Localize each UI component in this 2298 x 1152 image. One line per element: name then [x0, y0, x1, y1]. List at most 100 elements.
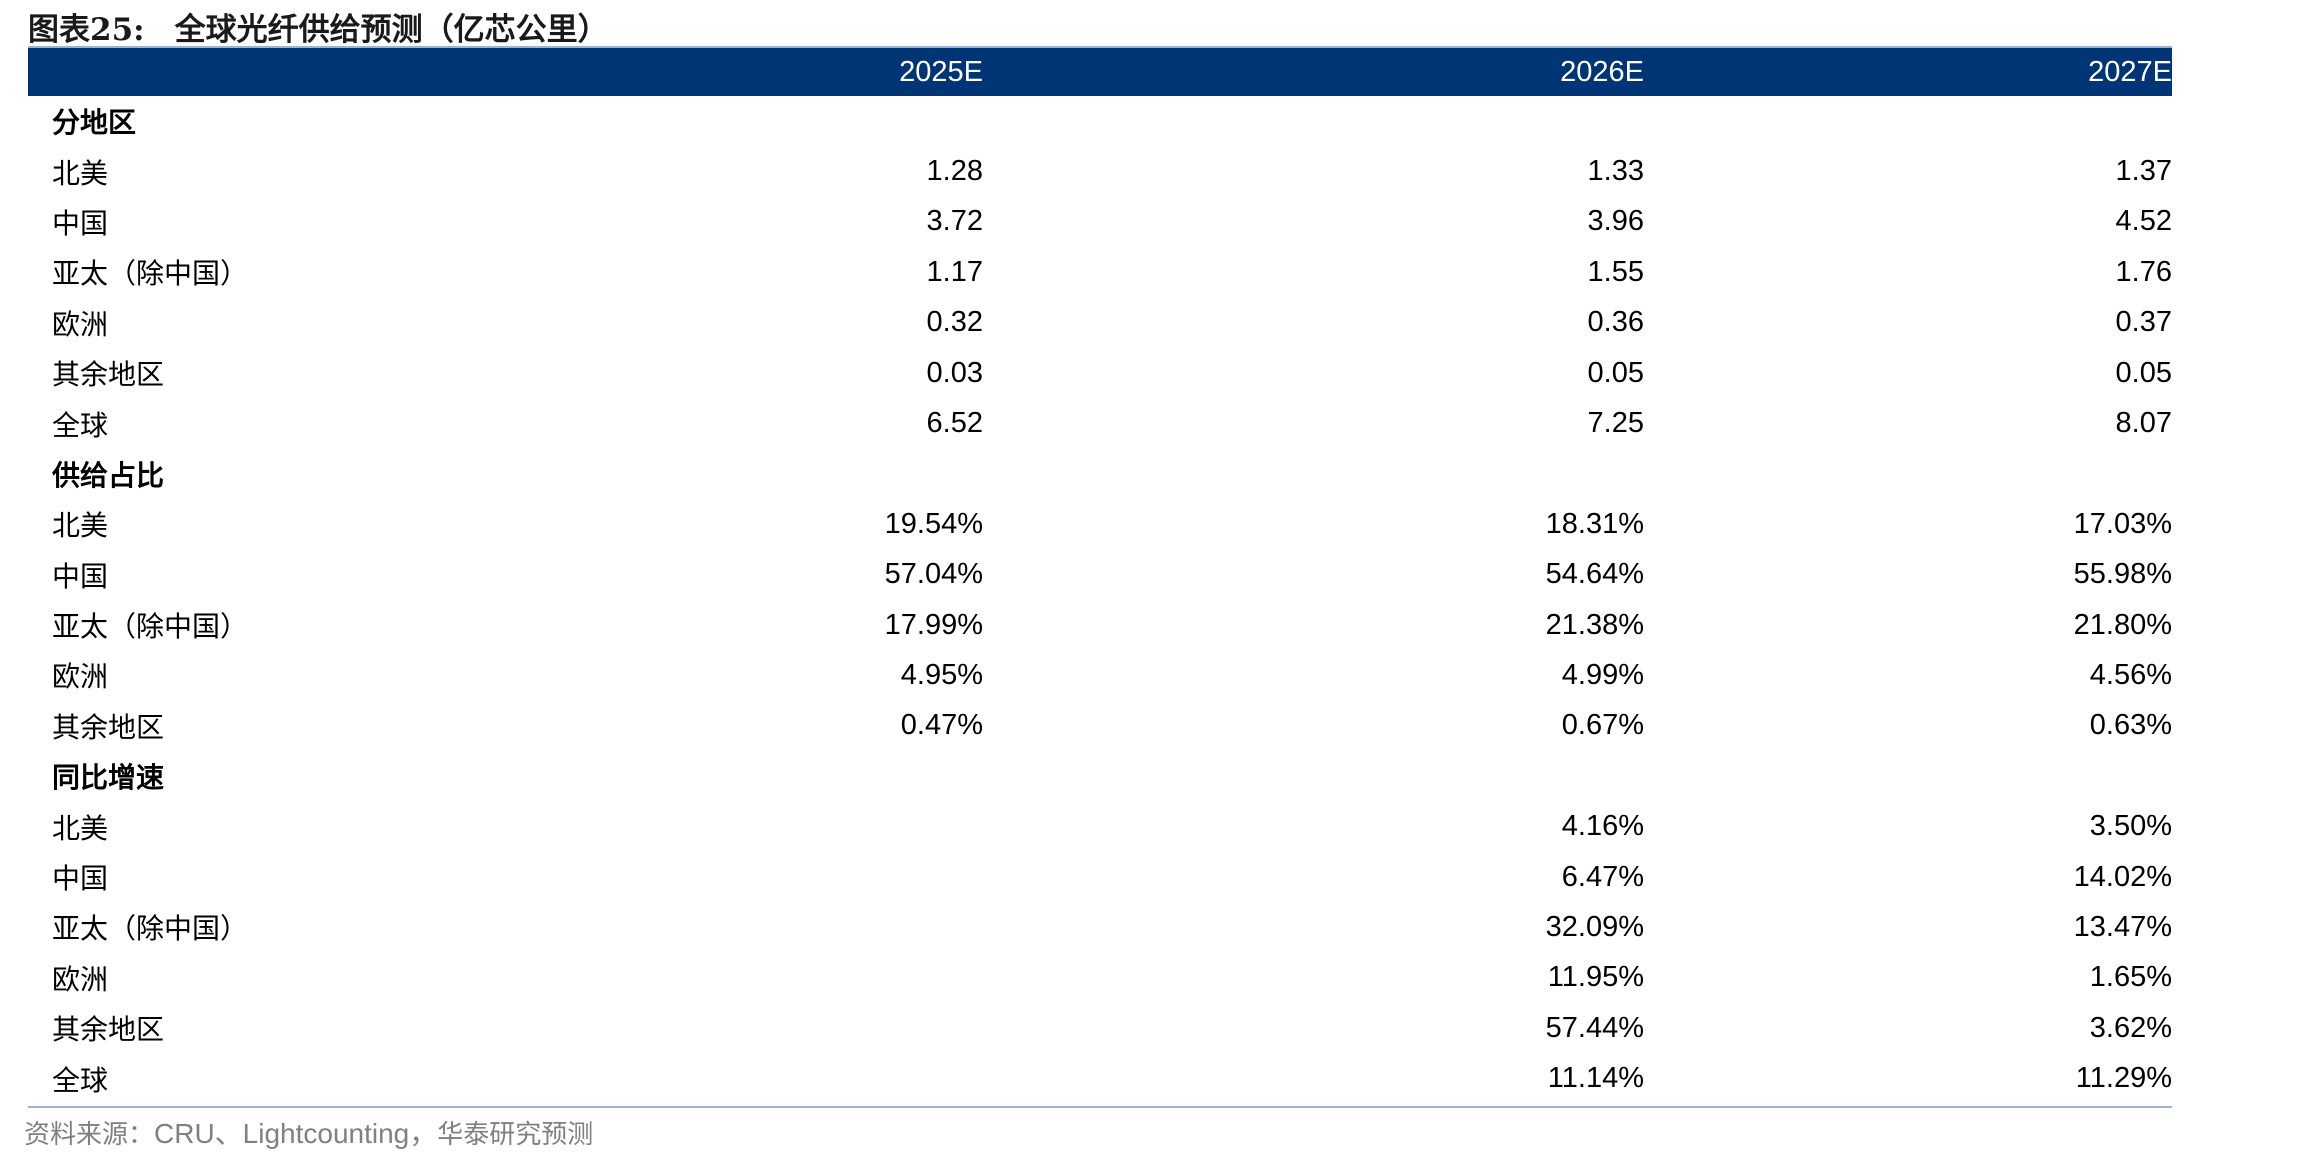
table-row: 其余地区 0.47% 0.67% 0.63% [28, 701, 2172, 751]
value-cell-2025e: 1.17 [926, 255, 983, 288]
value-cell-2027e: 17.03% [2073, 507, 2172, 540]
table-row: 中国 6.47% 14.02% [28, 852, 2172, 902]
value-cell-2027e: 11.29% [2075, 1062, 2172, 1095]
value-cell-2025e: 0.03 [926, 356, 983, 389]
table-row: 中国 57.04% 54.64% 55.98% [28, 550, 2172, 600]
row-label: 其余地区 [52, 1013, 165, 1047]
value-cell-2027e: 4.52 [2115, 205, 2172, 238]
value-cell-2027e: 1.76 [2115, 255, 2172, 288]
section-row: 同比增速 [28, 751, 2172, 801]
header-cell-2027e: 2027E [2088, 55, 2172, 88]
value-cell-2026e: 3.96 [1587, 205, 1644, 238]
value-cell-2025e: 3.72 [926, 205, 983, 238]
table-row: 中国 3.72 3.96 4.52 [28, 197, 2172, 247]
table-row: 欧洲 11.95% 1.65% [28, 953, 2172, 1003]
value-cell-2026e: 4.99% [1561, 658, 1644, 691]
row-label: 北美 [52, 156, 109, 190]
table-header-row: 2025E 2026E 2027E [28, 48, 2172, 96]
value-cell-2027e: 13.47% [2073, 910, 2172, 943]
value-cell-2027e: 55.98% [2073, 558, 2172, 591]
row-label: 其余地区 [52, 710, 165, 744]
value-cell-2027e: 8.07 [2115, 407, 2172, 440]
table-row: 亚太（除中国） 32.09% 13.47% [28, 902, 2172, 952]
row-label: 北美 [52, 509, 109, 543]
value-cell-2027e: 1.37 [2115, 155, 2172, 188]
value-cell-2026e: 57.44% [1545, 1011, 1644, 1044]
row-label: 中国 [52, 559, 109, 593]
row-label: 亚太（除中国） [52, 610, 249, 644]
header-cell-2025e: 2025E [899, 55, 983, 88]
header-cell-2026e: 2026E [1560, 55, 1644, 88]
value-cell-2026e: 1.55 [1587, 255, 1644, 288]
table-row: 全球 6.52 7.25 8.07 [28, 398, 2172, 448]
table-row: 全球 11.14% 11.29% [28, 1053, 2172, 1103]
source-note: 资料来源：CRU、Lightcounting，华泰研究预测 [24, 1112, 593, 1152]
value-cell-2026e: 0.67% [1561, 709, 1644, 742]
source-providers: CRU、Lightcounting， [154, 1118, 438, 1149]
value-cell-2026e: 11.95% [1547, 961, 1644, 994]
section-row: 分地区 [28, 96, 2172, 146]
value-cell-2025e: 19.54% [884, 507, 983, 540]
table-row: 北美 19.54% 18.31% 17.03% [28, 499, 2172, 549]
section-label: 同比增速 [52, 761, 165, 795]
row-label: 亚太（除中国） [52, 257, 249, 291]
table-row: 北美 4.16% 3.50% [28, 801, 2172, 851]
row-label: 亚太（除中国） [52, 912, 249, 946]
value-cell-2027e: 4.56% [2089, 658, 2172, 691]
table-body: 分地区北美 1.28 1.33 1.37 中国 3.72 3.96 4.52 亚太（除中国） 1.… [28, 96, 2172, 1104]
supply-forecast-table: 2025E 2026E 2027E 分地区北美 1.28 1.33 1.37 中国 3.7… [28, 46, 2172, 1108]
row-label: 全球 [52, 408, 109, 442]
source-prefix: 资料来源： [24, 1120, 155, 1150]
row-label: 中国 [52, 206, 109, 240]
value-cell-2026e: 7.25 [1587, 407, 1644, 440]
row-label: 全球 [52, 1063, 109, 1097]
section-label: 分地区 [52, 106, 137, 140]
value-cell-2026e: 6.47% [1561, 860, 1644, 893]
value-cell-2026e: 11.14% [1547, 1062, 1644, 1095]
row-label: 中国 [52, 862, 109, 896]
value-cell-2026e: 18.31% [1545, 507, 1644, 540]
value-cell-2026e: 54.64% [1545, 558, 1644, 591]
table-row: 欧洲 4.95% 4.99% 4.56% [28, 650, 2172, 700]
value-cell-2025e: 4.95% [900, 658, 983, 691]
value-cell-2026e: 21.38% [1545, 608, 1644, 641]
figure-label: 图表25: [28, 12, 145, 48]
value-cell-2027e: 14.02% [2073, 860, 2172, 893]
value-cell-2025e: 0.47% [900, 709, 983, 742]
value-cell-2025e: 6.52 [926, 407, 983, 440]
table-row: 亚太（除中国） 1.17 1.55 1.76 [28, 247, 2172, 297]
value-cell-2027e: 1.65% [2089, 961, 2172, 994]
figure-title: 图表25: 全球光纤供给预测（亿芯公里） [28, 4, 609, 49]
value-cell-2026e: 4.16% [1561, 810, 1644, 843]
section-row: 供给占比 [28, 449, 2172, 499]
value-cell-2025e: 1.28 [926, 155, 983, 188]
value-cell-2026e: 0.05 [1587, 356, 1644, 389]
value-cell-2025e: 0.32 [926, 306, 983, 339]
value-cell-2026e: 1.33 [1587, 155, 1644, 188]
row-label: 欧洲 [52, 307, 109, 341]
value-cell-2027e: 3.62% [2089, 1011, 2172, 1044]
table-row: 其余地区 0.03 0.05 0.05 [28, 348, 2172, 398]
row-label: 其余地区 [52, 358, 165, 392]
table-row: 欧洲 0.32 0.36 0.37 [28, 298, 2172, 348]
value-cell-2027e: 0.05 [2115, 356, 2172, 389]
row-label: 欧洲 [52, 660, 109, 694]
row-label: 北美 [52, 811, 109, 845]
value-cell-2027e: 21.80% [2073, 608, 2172, 641]
table-row: 其余地区 57.44% 3.62% [28, 1003, 2172, 1053]
table-top-rule [28, 46, 2172, 48]
section-label: 供给占比 [52, 458, 165, 492]
value-cell-2026e: 0.36 [1587, 306, 1644, 339]
table-bottom-rule [28, 1105, 2172, 1108]
value-cell-2027e: 3.50% [2089, 810, 2172, 843]
table-row: 亚太（除中国） 17.99% 21.38% 21.80% [28, 600, 2172, 650]
table-row: 北美 1.28 1.33 1.37 [28, 146, 2172, 196]
figure-title-text: 全球光纤供给预测（亿芯公里） [174, 12, 609, 48]
value-cell-2025e: 17.99% [884, 608, 983, 641]
value-cell-2027e: 0.63% [2089, 709, 2172, 742]
row-label: 欧洲 [52, 962, 109, 996]
source-suffix: 华泰研究预测 [437, 1120, 594, 1150]
value-cell-2026e: 32.09% [1545, 910, 1644, 943]
value-cell-2027e: 0.37 [2115, 306, 2172, 339]
value-cell-2025e: 57.04% [884, 558, 983, 591]
